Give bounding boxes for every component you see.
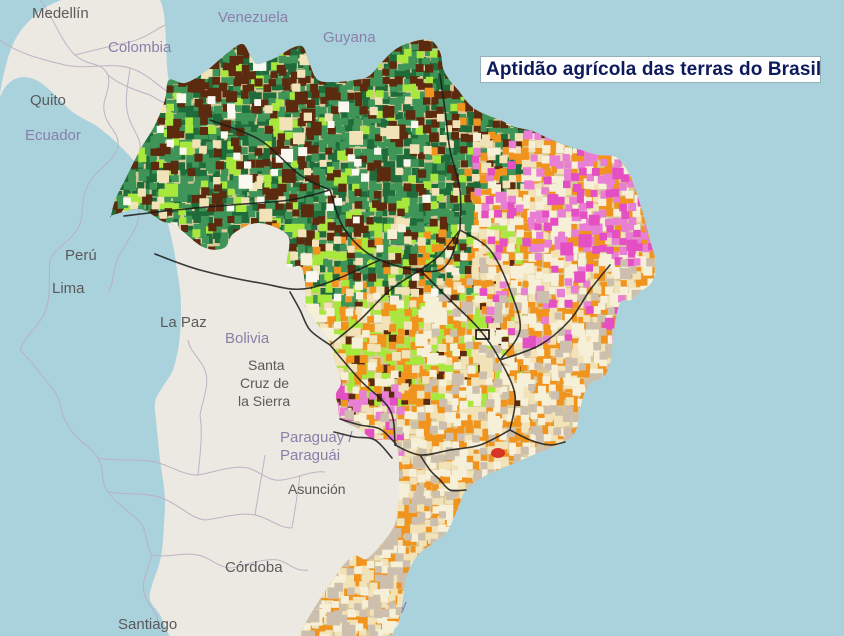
svg-text:Paraguay /: Paraguay / <box>280 429 353 446</box>
svg-text:Medellín: Medellín <box>32 5 89 22</box>
svg-text:Asunción: Asunción <box>288 481 346 497</box>
svg-text:Cruz de: Cruz de <box>240 375 289 391</box>
svg-text:Córdoba: Córdoba <box>225 559 283 576</box>
svg-text:Ecuador: Ecuador <box>25 127 81 144</box>
svg-text:Venezuela: Venezuela <box>218 9 289 26</box>
svg-text:Paraguái: Paraguái <box>280 447 340 464</box>
svg-text:Perú: Perú <box>65 247 97 264</box>
svg-text:Santiago: Santiago <box>118 616 177 633</box>
svg-text:Lima: Lima <box>52 280 85 297</box>
svg-text:Guyana: Guyana <box>323 29 376 46</box>
svg-text:La Paz: La Paz <box>160 314 207 331</box>
svg-text:la Sierra: la Sierra <box>238 393 290 409</box>
svg-text:Quito: Quito <box>30 92 66 109</box>
svg-text:Bolivia: Bolivia <box>225 330 270 347</box>
svg-text:Colombia: Colombia <box>108 39 172 56</box>
svg-text:Santa: Santa <box>248 357 285 373</box>
